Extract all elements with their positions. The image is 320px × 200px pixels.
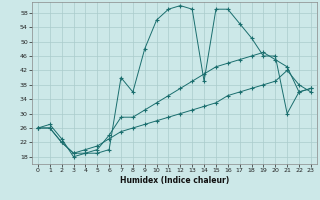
X-axis label: Humidex (Indice chaleur): Humidex (Indice chaleur) bbox=[120, 176, 229, 185]
